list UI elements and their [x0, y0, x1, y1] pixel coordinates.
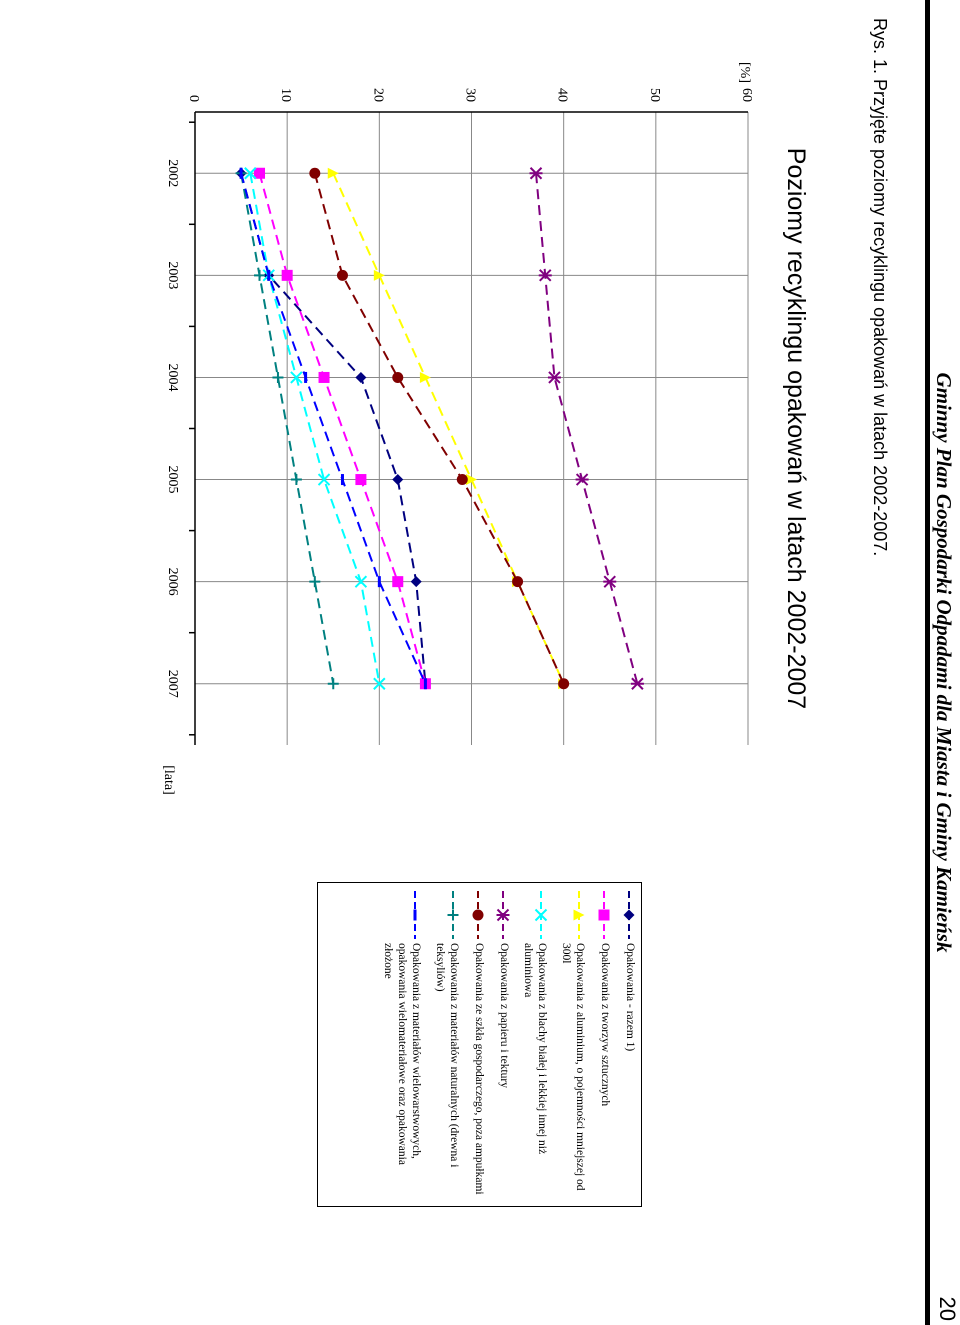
chart-legend: Opakowania - razem 1) Opakowania z tworzy…	[317, 882, 642, 1207]
data-point	[466, 474, 477, 486]
data-point	[547, 371, 561, 384]
x-tick-label: 2007	[165, 670, 180, 698]
data-point	[244, 167, 257, 180]
data-point	[392, 474, 404, 486]
series-line-4	[249, 173, 381, 684]
legend-swatch	[534, 891, 548, 939]
legend-label: Opakowania z materiałów naturalnych (dre…	[434, 943, 460, 1168]
data-point	[512, 576, 524, 588]
legend-swatch	[598, 891, 610, 939]
chart-title: Poziomy recyklingu opakowań w latach 200…	[782, 148, 810, 709]
data-point	[327, 678, 339, 690]
data-point	[355, 474, 367, 486]
legend-swatch	[472, 891, 484, 939]
data-point	[392, 371, 404, 383]
legend-item: Opakowania z aluminium, o pojemności mni…	[559, 889, 587, 1200]
legend-swatch	[447, 891, 459, 939]
data-point	[290, 371, 303, 384]
legend-marker	[447, 909, 459, 921]
x-tick-label: 2004	[165, 363, 180, 391]
data-point	[281, 269, 293, 281]
legend-label: Opakowania ze szkła gospodarczego, poza …	[473, 943, 485, 1195]
y-tick-label: 0	[186, 95, 201, 102]
legend-label: Opakowania z aluminium, o pojemności mni…	[560, 943, 586, 1191]
data-point	[456, 474, 468, 486]
data-point	[575, 473, 589, 486]
data-point	[254, 269, 266, 281]
series-line-2	[258, 172, 427, 685]
data-point	[603, 575, 617, 588]
series-line-5	[535, 173, 639, 685]
legend-item: Opakowania z papieru i tektury	[496, 889, 511, 1200]
legend-label: Opakowania z blachy białej i lekkiej inn…	[522, 943, 548, 1155]
series-line-1	[240, 172, 427, 684]
legend-swatch	[623, 891, 635, 939]
data-point	[290, 474, 302, 486]
legend-marker	[598, 909, 610, 921]
data-point	[354, 575, 368, 588]
legend-marker	[496, 908, 510, 922]
y-tick-label: 50	[647, 88, 662, 102]
y-axis-label: [%]	[737, 62, 752, 83]
legend-marker	[573, 909, 585, 921]
legend-swatch	[496, 891, 510, 939]
data-point	[538, 269, 552, 282]
data-point	[272, 371, 284, 383]
data-point	[410, 576, 422, 588]
legend-label: Opakowania - razem 1)	[624, 943, 636, 1052]
data-point	[419, 371, 431, 383]
data-point	[327, 167, 339, 179]
data-point	[318, 371, 330, 383]
legend-item: Opakowania z tworzyw sztucznych	[597, 889, 612, 1200]
legend-item: Opakowania ze szkła gospodarczego, poza …	[471, 889, 486, 1200]
legend-label: Opakowania z papieru i tektury	[498, 943, 510, 1088]
data-point	[630, 677, 644, 690]
legend-item: Opakowania z blachy białej i lekkiej inn…	[521, 889, 549, 1200]
x-tick-label: 2002	[165, 159, 180, 187]
data-point	[309, 167, 321, 179]
x-tick-label: 2003	[165, 261, 180, 289]
y-tick-label: 40	[555, 88, 570, 102]
data-point	[392, 576, 404, 588]
data-point	[254, 167, 266, 179]
data-point	[355, 371, 367, 383]
data-point	[309, 576, 321, 588]
legend-item: Opakowania z materiałów wielowarstwowych…	[381, 889, 423, 1200]
y-tick-label: 60	[739, 88, 754, 102]
legend-swatch	[573, 891, 585, 939]
legend-marker	[472, 909, 484, 921]
legend-marker	[534, 908, 548, 922]
data-point	[558, 678, 570, 690]
series-line-8	[240, 172, 427, 685]
data-point	[373, 677, 386, 690]
legend-item: Opakowania - razem 1)	[622, 889, 637, 1200]
legend-swatch	[413, 891, 417, 939]
y-tick-label: 30	[463, 88, 478, 102]
legend-label: Opakowania z tworzyw sztucznych	[599, 943, 611, 1107]
series-line-6	[313, 172, 565, 685]
data-point	[529, 167, 543, 180]
y-tick-label: 10	[278, 88, 293, 102]
legend-item: Opakowania z materiałów naturalnych (dre…	[433, 889, 461, 1200]
x-tick-label: 2005	[165, 466, 180, 494]
data-point	[317, 473, 331, 486]
legend-label: Opakowania z materiałów wielowarstwowych…	[382, 943, 422, 1165]
series-line-3	[332, 172, 565, 685]
x-axis-label: [lata]	[161, 765, 176, 795]
data-point	[373, 269, 385, 281]
x-tick-label: 2006	[165, 568, 180, 596]
data-point	[336, 269, 348, 281]
y-tick-label: 20	[370, 88, 385, 102]
legend-marker	[623, 909, 635, 921]
series-line-7	[240, 173, 335, 684]
